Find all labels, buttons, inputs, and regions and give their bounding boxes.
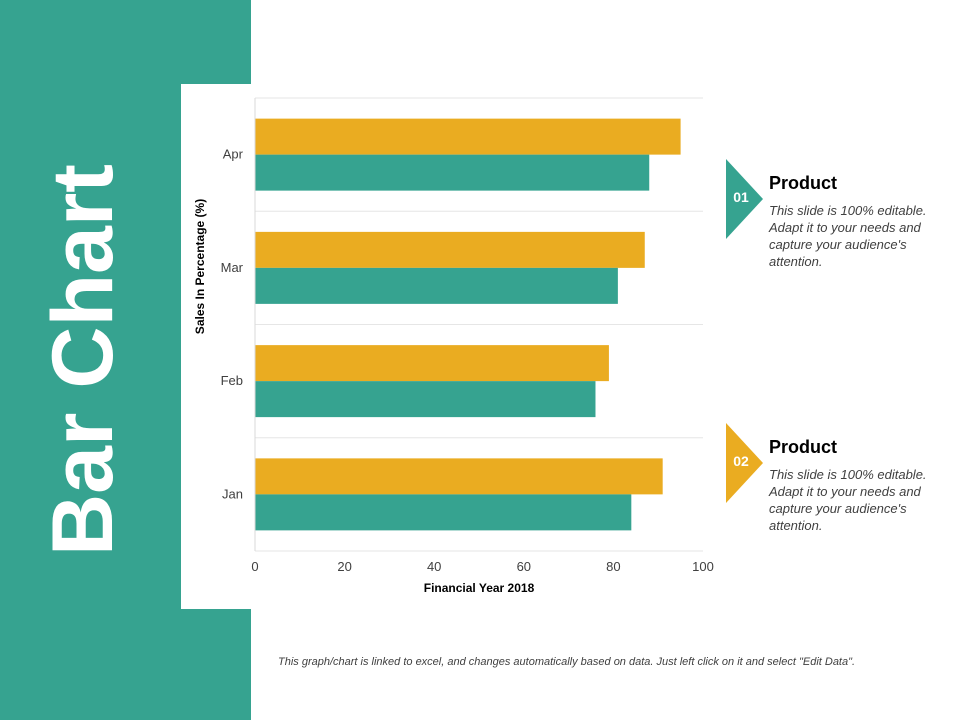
x-tick-label: 0 [251, 559, 258, 574]
bar-mar-series-1 [255, 231, 645, 268]
x-axis-title: Financial Year 2018 [424, 581, 535, 595]
info-description: This slide is 100% editable. Adapt it to… [769, 467, 927, 533]
y-axis-title: Sales In Percentage (%) [193, 199, 207, 334]
x-tick-label: 20 [337, 559, 351, 574]
bar-feb-series-2 [255, 381, 596, 418]
info-block-01: 01 Product This slide is 100% editable. … [726, 159, 946, 269]
info-heading: Product [769, 173, 838, 193]
x-tick-label: 100 [692, 559, 714, 574]
footnote: This graph/chart is linked to excel, and… [278, 656, 856, 668]
info-description: This slide is 100% editable. Adapt it to… [769, 203, 927, 269]
bar-apr-series-2 [255, 154, 650, 191]
number-marker: 01 [726, 159, 764, 239]
marker-number: 02 [733, 453, 749, 469]
bar-jan-series-1 [255, 458, 663, 495]
bar-jan-series-2 [255, 494, 632, 531]
y-tick-label: Apr [223, 147, 244, 162]
bar-apr-series-1 [255, 118, 681, 155]
bar-feb-series-1 [255, 345, 609, 382]
chart-card: Jan Feb Mar Apr 0 20 40 60 80 100 Financial Year 2… [181, 84, 721, 609]
number-marker: 02 [726, 423, 764, 503]
marker-number: 01 [733, 189, 749, 205]
y-tick-label: Mar [221, 260, 244, 275]
info-heading: Product [769, 437, 838, 457]
x-tick-label: 80 [606, 559, 620, 574]
x-tick-label: 60 [517, 559, 531, 574]
bar-chart: Jan Feb Mar Apr 0 20 40 60 80 100 Financial Year 2… [193, 97, 714, 595]
x-tick-label: 40 [427, 559, 441, 574]
slide-title: Bar Chart [35, 164, 131, 556]
y-tick-label: Feb [221, 373, 243, 388]
info-block-02: 02 Product This slide is 100% editable. … [726, 423, 946, 533]
bar-mar-series-2 [255, 267, 618, 304]
y-tick-label: Jan [222, 486, 243, 501]
